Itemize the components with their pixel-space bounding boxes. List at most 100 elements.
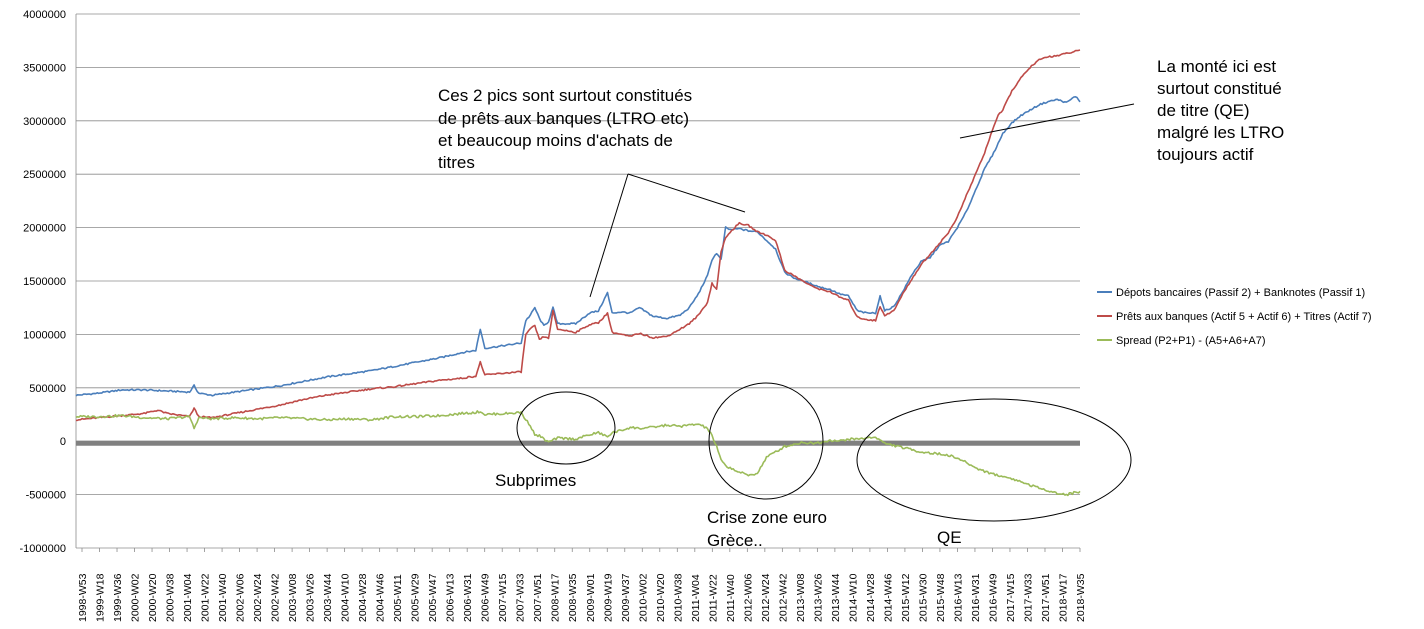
annotations: Ces 2 pics sont surtout constitués de pr… [438, 57, 1284, 550]
x-tick-label: 2003-W44 [322, 573, 334, 622]
qe-note-line-1: La monté ici est [1157, 57, 1276, 76]
y-axis-ticks: 4000000 3500000 3000000 2500000 2000000 15000… [20, 9, 67, 555]
x-tick-label: 2015-W48 [935, 573, 947, 622]
x-tick-label: 2016-W13 [952, 573, 964, 622]
crise-label-line-2: Grèce.. [707, 531, 763, 550]
x-tick-label: 2003-W08 [287, 573, 299, 622]
series-line-3 [75, 410, 1081, 497]
x-tick-label: 2011-W22 [707, 574, 719, 622]
x-tick-label: 2017-W33 [1022, 573, 1034, 622]
x-tick-label: 2006-W13 [445, 573, 457, 622]
y-tick-label: -500000 [26, 490, 66, 502]
x-tick-label: 2001-W40 [217, 573, 229, 622]
x-tick-label: 2015-W30 [917, 573, 929, 622]
legend-label: Dépots bancaires (Passif 2) + Banknotes … [1116, 287, 1365, 299]
x-tick-label: 2006-W31 [462, 573, 474, 622]
y-tick-label: -1000000 [20, 543, 67, 555]
qe-note-line-5: toujours actif [1157, 145, 1254, 164]
qe-note-line-4: malgré les LTRO [1157, 123, 1284, 142]
x-axis-ticks: 1998-W53 1999-W18 1999-W36 2000-W02 2000-W20… [77, 548, 1087, 622]
x-tick-label: 2009-W19 [602, 573, 614, 622]
x-tick-label: 2003-W26 [305, 573, 317, 622]
x-tick-label: 2010-W20 [655, 573, 667, 622]
x-tick-label: 2004-W10 [340, 573, 352, 622]
x-tick-label: 2002-W42 [270, 573, 282, 622]
x-tick-label: 2012-W24 [760, 573, 772, 622]
series-lines [75, 49, 1081, 497]
subprimes-ellipse [516, 391, 616, 465]
x-tick-label: 2000-W02 [130, 573, 142, 622]
y-tick-label: 3500000 [23, 62, 66, 74]
qe-note-line-2: surtout constitué [1157, 79, 1282, 98]
x-tick-label: 2007-W33 [515, 573, 527, 622]
y-tick-label: 1000000 [23, 329, 66, 341]
callout-line-1 [589, 173, 629, 298]
x-tick-label: 2004-W28 [357, 573, 369, 622]
x-tick-label: 1998-W53 [77, 573, 89, 622]
pics-note-line-3: et beaucoup moins d'achats de [438, 131, 673, 150]
callout-line-2 [627, 173, 746, 213]
x-tick-label: 2013-W44 [830, 573, 842, 622]
crise-ellipse [708, 382, 824, 500]
x-tick-label: 2017-W15 [1005, 573, 1017, 622]
y-tick-label: 2000000 [23, 223, 66, 235]
x-tick-label: 1999-W36 [112, 573, 124, 622]
series-line-2 [75, 49, 1081, 422]
y-tick-label: 4000000 [23, 9, 66, 21]
y-tick-label: 3000000 [23, 116, 66, 128]
x-tick-label: 2010-W02 [637, 573, 649, 622]
x-tick-label: 2007-W15 [497, 573, 509, 622]
pics-note-line-1: Ces 2 pics sont surtout constitués [438, 86, 692, 105]
x-tick-label: 2017-W51 [1040, 573, 1052, 622]
x-tick-label: 2014-W46 [882, 573, 894, 622]
legend-label: Prêts aux banques (Actif 5 + Actif 6) + … [1116, 311, 1372, 323]
crise-label-line-1: Crise zone euro [707, 508, 827, 527]
x-tick-label: 2001-W04 [182, 573, 194, 622]
pics-note-line-4: titres [438, 153, 475, 172]
x-tick-label: 2008-W17 [550, 573, 562, 622]
x-tick-label: 2005-W47 [427, 573, 439, 622]
x-tick-label: 2007-W51 [532, 573, 544, 622]
x-tick-label: 2011-W40 [725, 574, 737, 622]
qe-label: QE [937, 528, 962, 547]
x-tick-label: 2013-W08 [795, 573, 807, 622]
x-tick-label: 2018-W17 [1057, 573, 1069, 622]
x-tick-label: 2001-W22 [200, 573, 212, 622]
pics-note-line-2: de prêts aux banques (LTRO etc) [438, 109, 689, 128]
subprimes-label: Subprimes [495, 471, 576, 490]
x-tick-label: 2000-W38 [165, 573, 177, 622]
y-tick-label: 500000 [29, 383, 66, 395]
y-tick-label: 0 [60, 436, 66, 448]
x-tick-label: 2014-W28 [865, 573, 877, 622]
x-tick-label: 2016-W31 [970, 573, 982, 622]
legend-label: Spread (P2+P1) - (A5+A6+A7) [1116, 335, 1266, 347]
x-tick-label: 2016-W49 [987, 573, 999, 622]
x-tick-label: 1999-W18 [95, 573, 107, 622]
trend-line-qe [959, 103, 1135, 139]
y-tick-label: 2500000 [23, 169, 66, 181]
x-tick-label: 2005-W11 [392, 574, 404, 622]
x-tick-label: 2011-W04 [690, 574, 702, 622]
x-tick-label: 2018-W35 [1075, 573, 1087, 622]
series-line-1 [75, 96, 1081, 397]
x-tick-label: 2008-W35 [567, 573, 579, 622]
x-tick-label: 2009-W01 [585, 573, 597, 622]
legend: Dépots bancaires (Passif 2) + Banknotes … [1097, 287, 1372, 347]
y-tick-label: 1500000 [23, 276, 66, 288]
x-tick-label: 2000-W20 [147, 573, 159, 622]
x-tick-label: 2010-W38 [672, 573, 684, 622]
x-tick-label: 2015-W12 [900, 573, 912, 622]
x-tick-label: 2012-W42 [777, 573, 789, 622]
x-tick-label: 2013-W26 [812, 573, 824, 622]
x-tick-label: 2012-W06 [742, 573, 754, 622]
x-tick-label: 2006-W49 [480, 573, 492, 622]
qe-note-line-3: de titre (QE) [1157, 101, 1250, 120]
x-tick-label: 2005-W29 [410, 573, 422, 622]
x-tick-label: 2009-W37 [620, 573, 632, 622]
x-tick-label: 2014-W10 [847, 573, 859, 622]
qe-ellipse [856, 398, 1132, 522]
x-tick-label: 2002-W06 [235, 573, 247, 622]
x-tick-label: 2002-W24 [252, 573, 264, 622]
x-tick-label: 2004-W46 [375, 573, 387, 622]
